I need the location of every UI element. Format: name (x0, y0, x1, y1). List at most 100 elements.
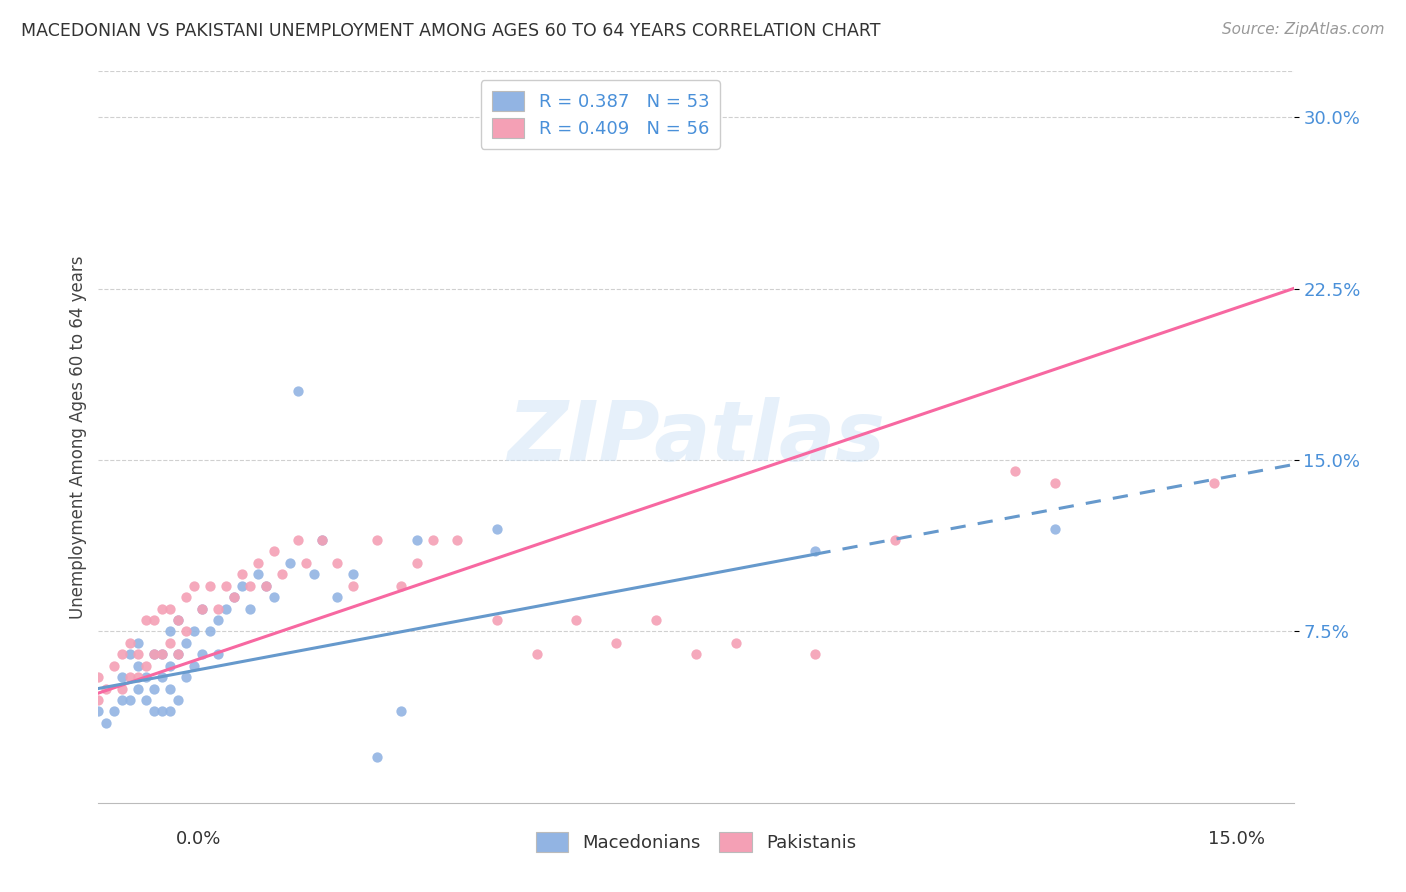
Point (685, 647, 707, 661)
Point (222, 590, 245, 604)
Point (207, 613, 229, 627)
Point (406, 533, 429, 547)
Point (1043, 521, 1066, 535)
Point (191, 601, 214, 615)
Point (422, 533, 444, 547)
Point (111, 647, 134, 661)
Point (485, 613, 508, 627)
Point (167, 693, 190, 707)
Point (167, 647, 190, 661)
Point (263, 544, 285, 558)
Point (326, 556, 349, 570)
Point (191, 601, 214, 615)
Point (263, 590, 285, 604)
Point (159, 601, 181, 615)
Legend: Macedonians, Pakistanis: Macedonians, Pakistanis (529, 825, 863, 860)
Point (143, 647, 166, 661)
Point (526, 647, 548, 661)
Point (231, 567, 253, 582)
Point (254, 579, 277, 593)
Point (191, 647, 214, 661)
Point (724, 636, 747, 650)
Text: ZIPatlas: ZIPatlas (508, 397, 884, 477)
Point (239, 601, 262, 615)
Point (111, 693, 134, 707)
Text: MACEDONIAN VS PAKISTANI UNEMPLOYMENT AMONG AGES 60 TO 64 YEARS CORRELATION CHART: MACEDONIAN VS PAKISTANI UNEMPLOYMENT AMO… (21, 22, 880, 40)
Point (311, 533, 333, 547)
Point (207, 647, 229, 661)
Point (1004, 464, 1026, 478)
Point (278, 556, 301, 570)
Point (254, 579, 277, 593)
Point (159, 705, 181, 719)
Point (111, 670, 134, 684)
Point (127, 658, 149, 673)
Point (120, 647, 142, 661)
Point (174, 636, 197, 650)
Point (270, 567, 292, 582)
Point (287, 533, 309, 547)
Point (884, 533, 907, 547)
Point (605, 636, 627, 650)
Point (87, 670, 110, 684)
Point (389, 705, 412, 719)
Point (111, 681, 134, 696)
Point (159, 636, 181, 650)
Point (342, 579, 364, 593)
Point (565, 613, 588, 627)
Point (366, 533, 388, 547)
Point (174, 624, 197, 639)
Point (135, 658, 157, 673)
Point (311, 533, 333, 547)
Point (174, 590, 197, 604)
Text: 15.0%: 15.0% (1208, 830, 1265, 847)
Point (246, 556, 269, 570)
Point (804, 544, 827, 558)
Point (135, 693, 157, 707)
Point (246, 567, 269, 582)
Point (326, 590, 349, 604)
Point (198, 579, 221, 593)
Y-axis label: Unemployment Among Ages 60 to 64 years: Unemployment Among Ages 60 to 64 years (69, 255, 87, 619)
Point (645, 613, 668, 627)
Point (135, 613, 157, 627)
Point (294, 556, 316, 570)
Point (96, 715, 118, 730)
Point (159, 681, 181, 696)
Point (87, 705, 110, 719)
Point (150, 647, 173, 661)
Point (222, 590, 245, 604)
Point (127, 647, 149, 661)
Point (183, 658, 205, 673)
Point (135, 670, 157, 684)
Point (143, 681, 166, 696)
Point (167, 647, 190, 661)
Point (159, 624, 181, 639)
Point (239, 579, 262, 593)
Point (231, 579, 253, 593)
Point (150, 670, 173, 684)
Point (87, 693, 110, 707)
Point (127, 670, 149, 684)
Point (366, 750, 388, 764)
Point (143, 613, 166, 627)
Point (150, 647, 173, 661)
Point (183, 624, 205, 639)
Point (406, 556, 429, 570)
Point (342, 567, 364, 582)
Point (215, 601, 238, 615)
Point (302, 567, 325, 582)
Point (143, 705, 166, 719)
Point (1202, 475, 1225, 490)
Point (150, 601, 173, 615)
Point (446, 533, 468, 547)
Point (287, 384, 309, 399)
Point (215, 579, 238, 593)
Point (167, 613, 190, 627)
Point (127, 681, 149, 696)
Point (103, 658, 125, 673)
Text: 0.0%: 0.0% (176, 830, 221, 847)
Point (96, 681, 118, 696)
Point (120, 636, 142, 650)
Point (120, 693, 142, 707)
